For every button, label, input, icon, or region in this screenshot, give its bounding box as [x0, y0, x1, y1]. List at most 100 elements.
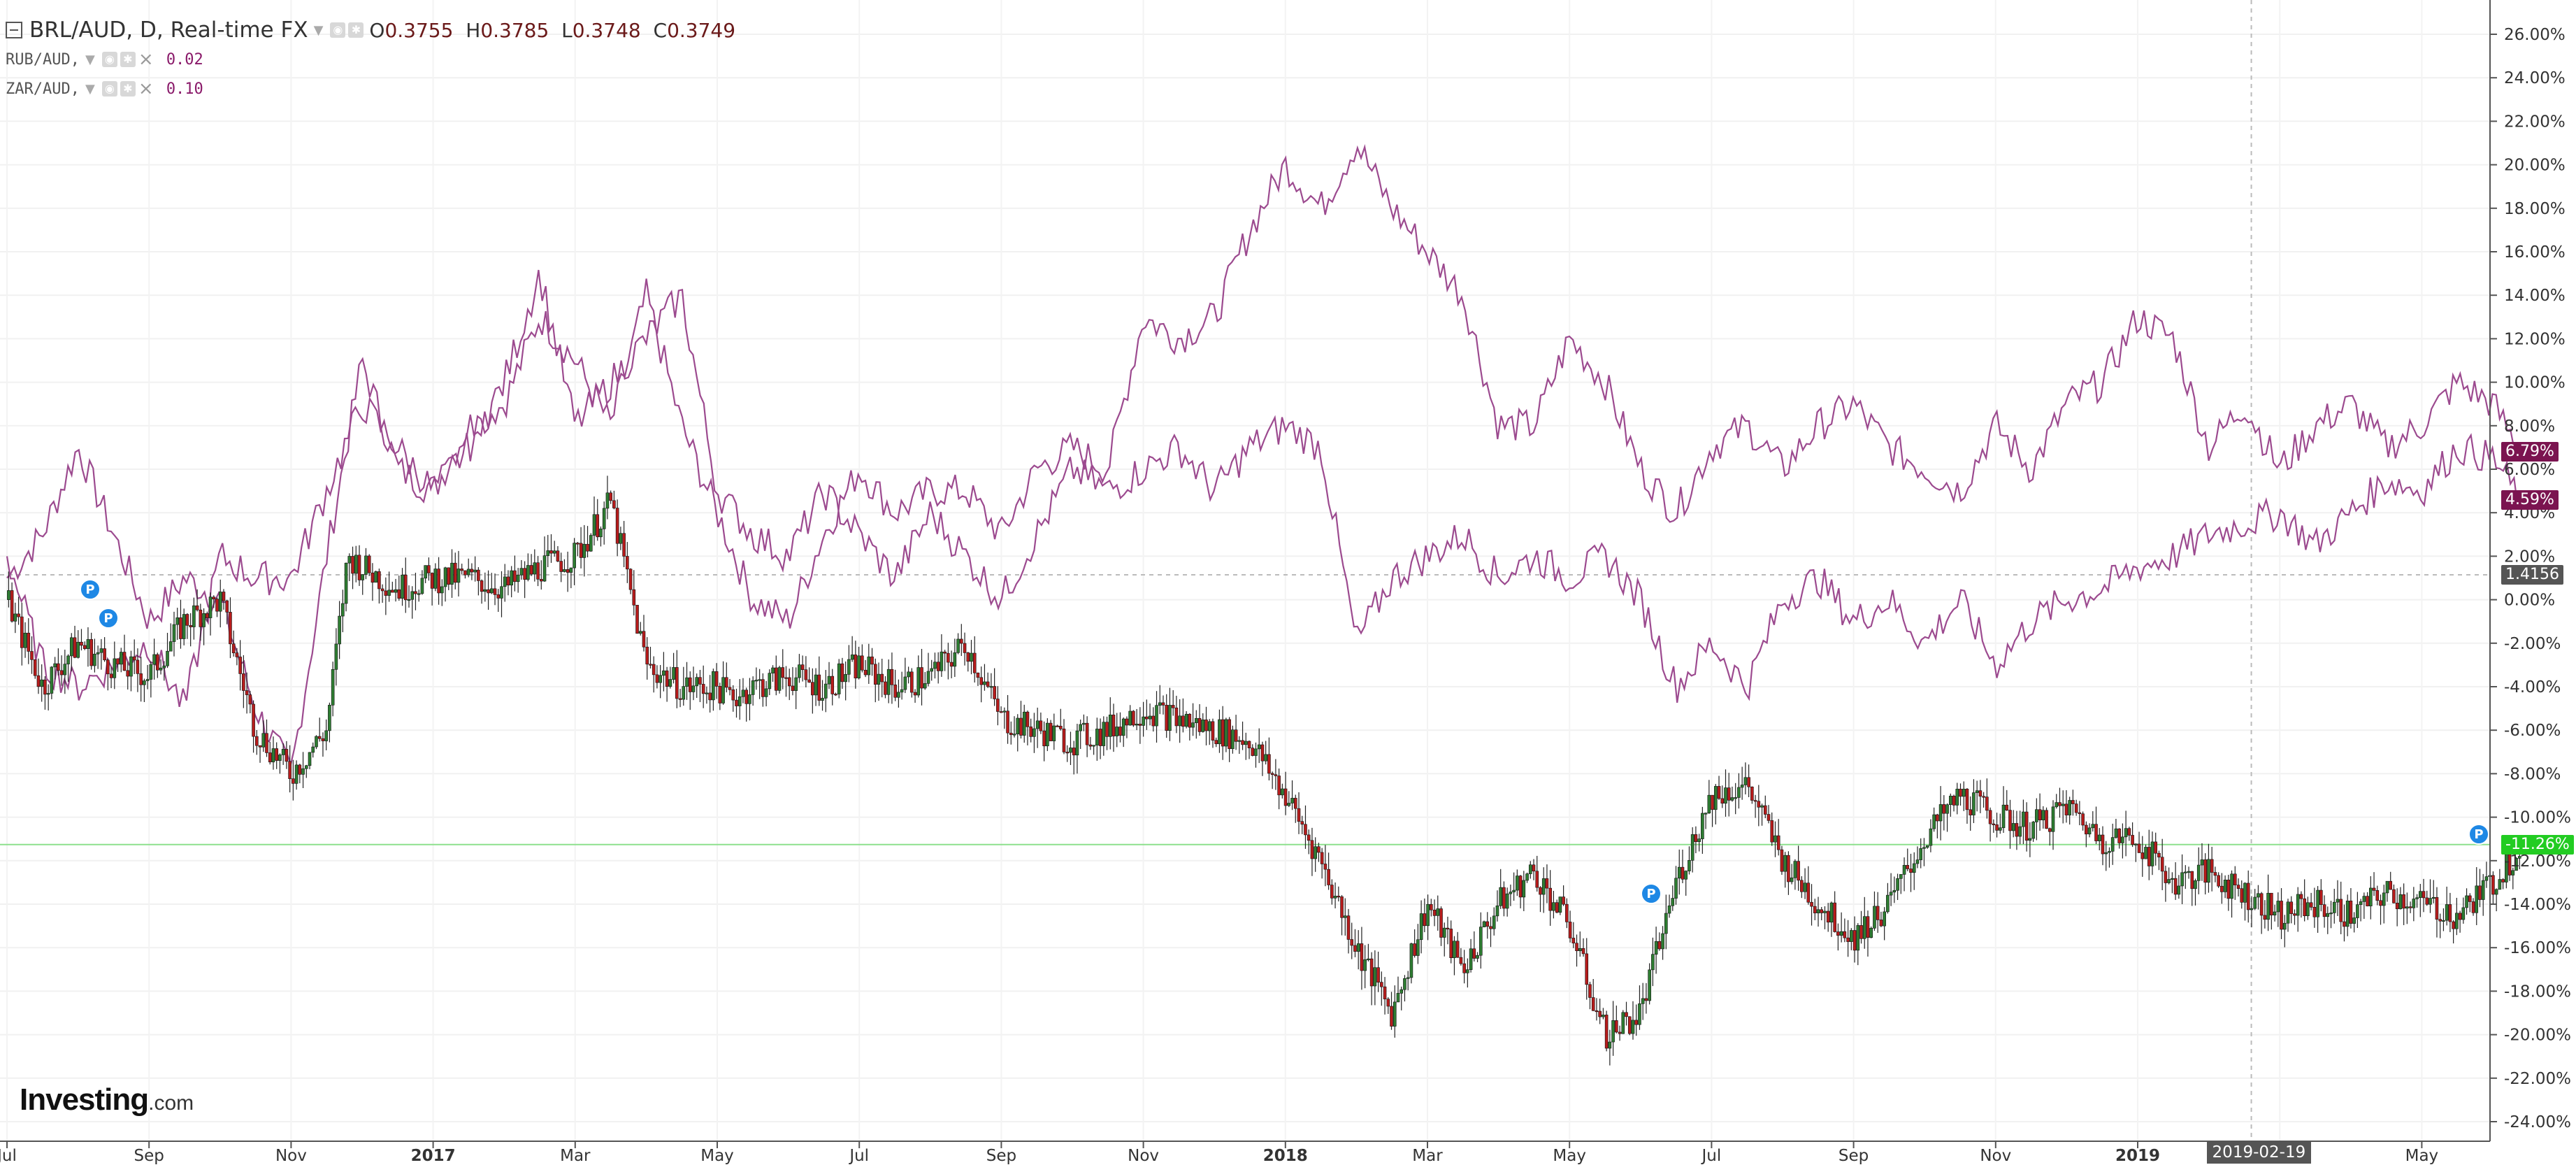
- candle-down: [1446, 927, 1450, 929]
- candle-up: [2345, 900, 2350, 927]
- pattern-marker[interactable]: P: [98, 608, 119, 629]
- candle-up: [1896, 878, 1899, 891]
- main-symbol-name[interactable]: BRL/AUD, D, Real-time FX: [29, 17, 308, 43]
- candle-down: [2137, 843, 2141, 853]
- legend-compare-row[interactable]: RUB/AUD, ▼ ◉ ✱ × 0.02: [6, 45, 735, 74]
- candle-up: [2306, 902, 2310, 916]
- candle-down: [2389, 880, 2393, 890]
- candle-down: [731, 689, 735, 701]
- close-icon[interactable]: ×: [138, 78, 154, 99]
- candle-down: [1320, 852, 1324, 864]
- candle-up: [2230, 873, 2233, 899]
- candle-up: [2332, 901, 2336, 913]
- candle-down: [701, 684, 705, 694]
- gear-icon[interactable]: ✱: [120, 52, 136, 67]
- y-tick-label: 10.00%: [2504, 374, 2566, 392]
- eye-icon[interactable]: ◉: [101, 52, 117, 67]
- candle-down: [2147, 847, 2151, 866]
- candle-down: [2203, 859, 2207, 883]
- candle-down: [2435, 896, 2439, 920]
- candle-down: [1985, 796, 1989, 811]
- candle-up: [1482, 921, 1486, 927]
- candle-down: [2312, 907, 2317, 917]
- candle-up: [2068, 800, 2071, 815]
- pattern-marker[interactable]: P: [2468, 824, 2489, 845]
- candle-down: [377, 571, 381, 589]
- candle-down: [791, 685, 795, 691]
- candle-down: [2045, 810, 2048, 829]
- candle-up: [1955, 789, 1959, 806]
- pattern-marker[interactable]: P: [80, 579, 101, 600]
- y-tick-label: 12.00%: [2504, 330, 2566, 348]
- candle-up: [1356, 943, 1360, 952]
- chevron-down-icon[interactable]: ▼: [85, 52, 95, 67]
- x-tick-label: 2017: [411, 1147, 456, 1165]
- candle-up: [1032, 728, 1036, 737]
- ohlc-values: O0.3755 H0.3785 L0.3748 C0.3749: [369, 19, 735, 42]
- candle-up: [2028, 838, 2032, 841]
- candle-down: [493, 588, 497, 595]
- candle-up: [2431, 896, 2435, 899]
- candle-up: [1743, 777, 1748, 785]
- candle-up: [867, 656, 871, 676]
- candle-down: [2220, 885, 2224, 892]
- candle-down: [1009, 732, 1013, 736]
- eye-icon[interactable]: ◉: [101, 81, 117, 97]
- x-axis[interactable]: Jul Sep Nov 2017 Mar May Jul Sep Nov 2018 Mar May Ju…: [0, 1141, 2438, 1165]
- candle-up: [2253, 896, 2257, 909]
- compare-symbol-name[interactable]: RUB/AUD,: [6, 50, 80, 69]
- candle-down: [632, 589, 636, 606]
- candle-down: [1056, 725, 1059, 727]
- candle-up: [401, 574, 404, 599]
- candle-up: [40, 679, 43, 687]
- candle-up: [1651, 954, 1655, 971]
- pattern-marker[interactable]: P: [1641, 883, 1662, 904]
- candle-down: [652, 664, 656, 676]
- close-icon[interactable]: ×: [138, 49, 154, 70]
- x-tick-label: Nov: [275, 1147, 307, 1165]
- candle-down: [513, 570, 517, 583]
- y-tick-label: -18.00%: [2504, 982, 2571, 1001]
- chevron-down-icon[interactable]: ▼: [85, 81, 95, 97]
- candle-up: [794, 677, 798, 691]
- candle-down: [1852, 930, 1857, 951]
- candle-up: [989, 686, 993, 688]
- compare-symbol-name[interactable]: ZAR/AUD,: [6, 80, 80, 98]
- candle-down: [1770, 820, 1774, 843]
- gear-icon[interactable]: ✱: [348, 22, 364, 38]
- candle-up: [1453, 941, 1456, 959]
- legend-main-row[interactable]: BRL/AUD, D, Real-time FX ▼ ◉ ✱ O0.3755 H…: [6, 15, 735, 45]
- candle-up: [1393, 1001, 1397, 1027]
- legend-compare-row[interactable]: ZAR/AUD, ▼ ◉ ✱ × 0.10: [6, 74, 735, 103]
- y-tick-label: -14.00%: [2504, 896, 2571, 914]
- candle-up: [2282, 922, 2287, 930]
- candle-down: [1188, 713, 1192, 728]
- candle-up: [1095, 729, 1099, 745]
- candle-down: [688, 677, 692, 692]
- candle-down: [1065, 752, 1070, 754]
- x-tick-label: Nov: [1128, 1147, 1159, 1165]
- candle-down: [2074, 803, 2078, 813]
- collapse-icon[interactable]: [6, 22, 22, 38]
- candle-up: [1075, 730, 1079, 756]
- candle-up: [2445, 904, 2449, 921]
- candle-down: [1750, 786, 1754, 801]
- candle-up: [2461, 907, 2466, 920]
- candle-up: [1925, 845, 1929, 848]
- candle-up: [933, 662, 937, 669]
- candle-down: [1181, 715, 1185, 727]
- candle-up: [2223, 880, 2227, 892]
- eye-icon[interactable]: ◉: [330, 22, 346, 38]
- gear-icon[interactable]: ✱: [120, 81, 136, 97]
- candle-up: [2429, 898, 2432, 905]
- chevron-down-icon[interactable]: ▼: [313, 22, 324, 38]
- candle-up: [956, 638, 960, 653]
- candle-down: [2240, 888, 2244, 903]
- candle-up: [569, 567, 573, 573]
- y-tick-label: 8.00%: [2504, 417, 2555, 436]
- y-axis[interactable]: 26.00% 24.00% 22.00% 20.00% 18.00% 16.00% 14.0…: [2490, 26, 2571, 1131]
- candle-down: [1304, 824, 1307, 836]
- candle-up: [695, 677, 699, 687]
- candle-down: [321, 738, 325, 741]
